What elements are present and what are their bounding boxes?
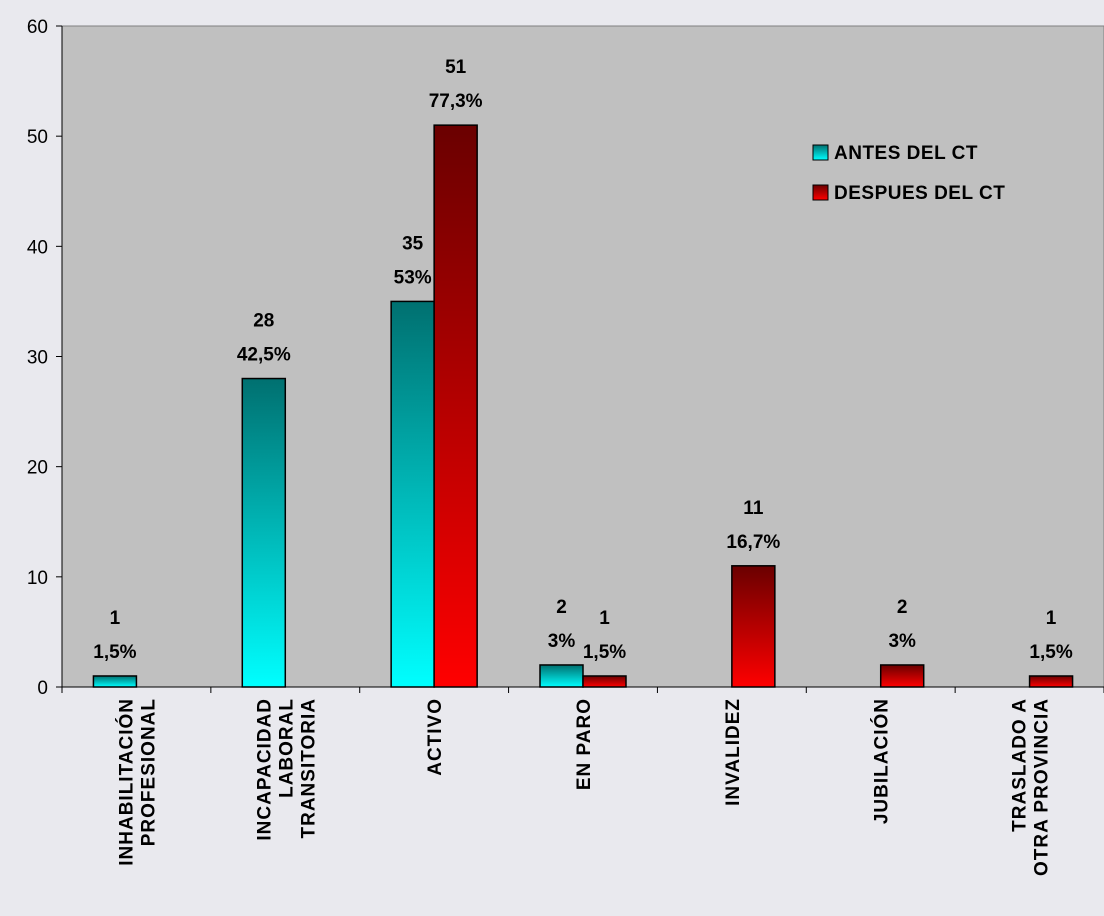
- y-tick-label: 40: [27, 237, 48, 258]
- data-label-value: 1: [599, 608, 610, 629]
- data-label-percent: 42,5%: [237, 345, 291, 366]
- bar: [582, 675, 627, 688]
- data-label-percent: 1,5%: [93, 642, 136, 663]
- data-label-value: 1: [1046, 608, 1057, 629]
- bar: [92, 675, 138, 688]
- y-tick-label: 10: [27, 568, 48, 589]
- x-category-label: TRANSITORIA: [298, 698, 319, 838]
- x-category-label: INVALIDEZ: [723, 698, 744, 806]
- data-label-value: 11: [743, 498, 764, 519]
- data-label-percent: 3%: [548, 631, 576, 652]
- data-label-value: 2: [556, 597, 567, 618]
- legend-label: DESPUES DEL CT: [834, 183, 1005, 204]
- y-tick-label: 60: [27, 17, 48, 38]
- data-label-percent: 16,7%: [726, 532, 780, 553]
- bar: [1028, 675, 1074, 688]
- data-label-value: 28: [253, 311, 274, 332]
- legend-label: ANTES DEL CT: [834, 143, 978, 164]
- data-label-percent: 1,5%: [583, 642, 626, 663]
- data-label-percent: 3%: [888, 631, 916, 652]
- x-category-label: JUBILACIÓN: [871, 698, 893, 824]
- bar: [879, 664, 925, 688]
- legend-swatch: [812, 144, 829, 161]
- x-category-label: PROFESIONAL: [138, 698, 159, 846]
- x-category-label: INHABILITACIÓN: [115, 698, 137, 866]
- x-category-label: OTRA PROVINCIA: [1032, 698, 1053, 876]
- plot-area: [61, 25, 1104, 688]
- data-label-value: 35: [402, 233, 424, 254]
- data-label-percent: 53%: [394, 267, 432, 288]
- bar: [539, 664, 584, 688]
- y-tick-label: 20: [27, 458, 48, 479]
- data-label-value: 1: [110, 608, 121, 629]
- data-label-value: 51: [445, 57, 467, 78]
- x-category-label: ACTIVO: [425, 698, 446, 776]
- x-category-label: LABORAL: [276, 698, 297, 798]
- bar: [241, 377, 287, 688]
- x-category-label: TRASLADO A: [1010, 698, 1031, 832]
- y-tick-label: 50: [27, 127, 48, 148]
- data-label-percent: 1,5%: [1029, 642, 1072, 663]
- x-category-label: EN PARO: [574, 698, 595, 790]
- data-label-value: 2: [897, 597, 908, 618]
- y-tick-label: 0: [37, 678, 48, 699]
- y-tick-label: 30: [27, 348, 48, 369]
- bar: [390, 300, 435, 688]
- data-label-percent: 77,3%: [429, 91, 483, 112]
- bar: [731, 565, 776, 688]
- x-category-label: INCAPACIDAD: [254, 698, 275, 841]
- bar: [433, 124, 478, 688]
- legend-swatch: [812, 184, 829, 201]
